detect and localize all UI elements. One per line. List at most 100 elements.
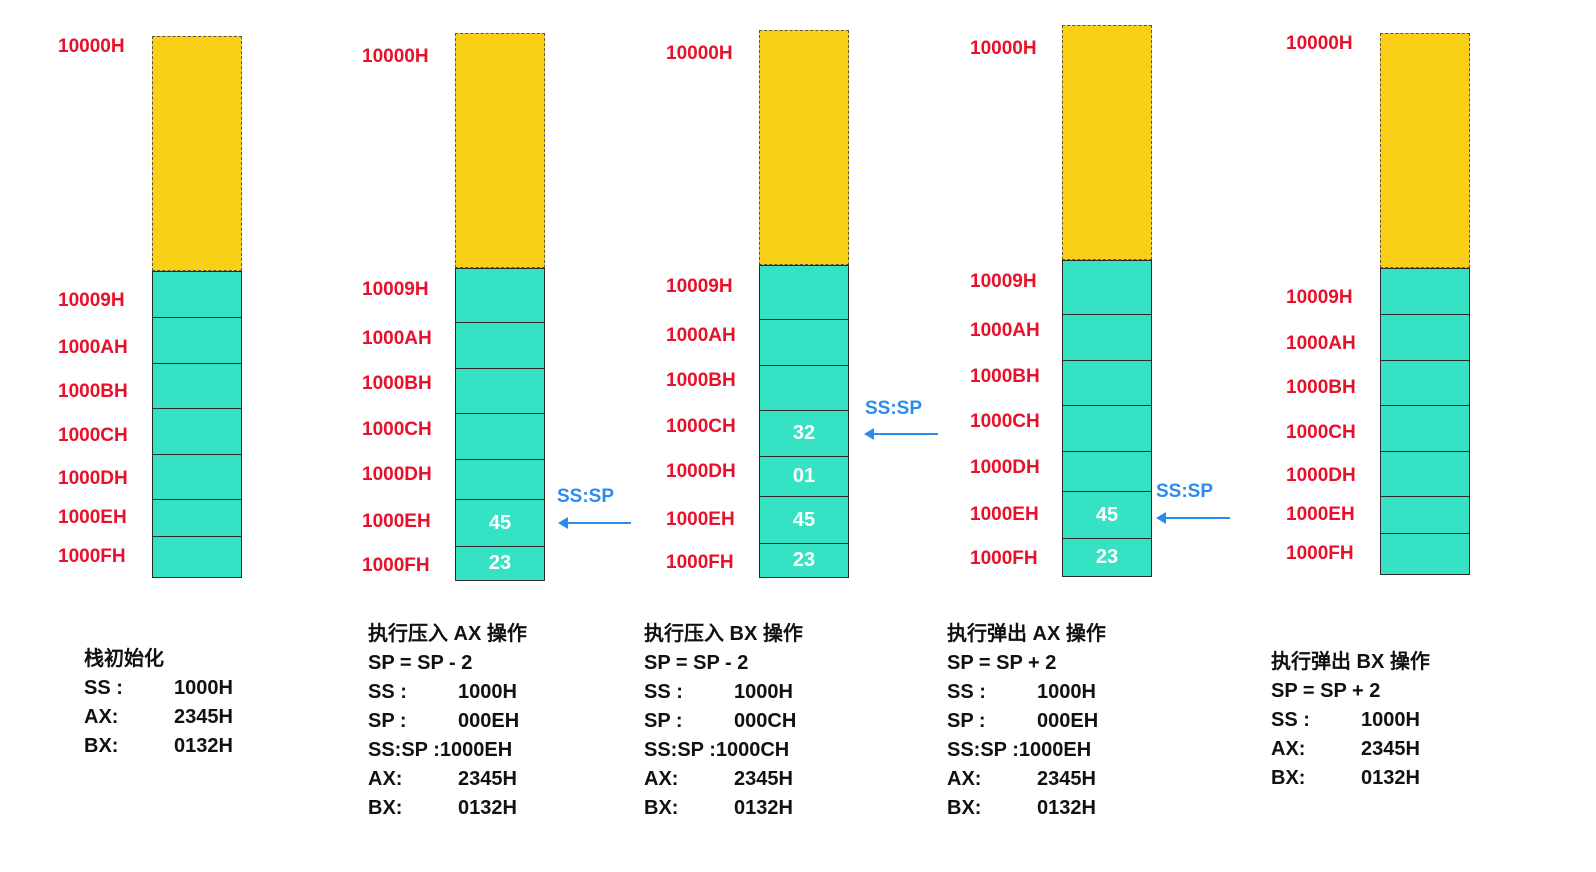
stack-cell: 23 (455, 546, 545, 581)
operation-info: 执行压入 AX 操作 SP = SP - 2 SS :1000H SP :000EH S… (368, 620, 527, 823)
address-label: 10009H (666, 276, 733, 297)
register-name: BX: (644, 797, 679, 819)
register-row: BX: 0132H (368, 794, 527, 823)
register-value: 1000H (458, 681, 517, 703)
register-row: BX: 0132H (644, 794, 803, 823)
register-row: SS : 1000H (947, 678, 1106, 707)
register-row: AX: 2345H (1271, 735, 1430, 764)
register-name: SP : (947, 710, 986, 732)
register-value: 0132H (734, 797, 793, 819)
address-label: 1000FH (362, 555, 430, 576)
register-name: AX: (1271, 738, 1306, 760)
register-row: AX: 2345H (368, 765, 527, 794)
stack-cell: 01 (759, 456, 849, 497)
stack-cell (1062, 405, 1152, 452)
register-row: AX: 2345H (84, 703, 233, 732)
ss-sp-pointer-label: SS:SP (1156, 481, 1214, 502)
stack-cell: 23 (759, 543, 849, 578)
address-label: 1000CH (1286, 422, 1356, 443)
stack-cell (152, 363, 242, 409)
register-name: AX: (368, 768, 403, 790)
left-arrow-icon (1156, 512, 1230, 524)
unused-stack-region (1062, 25, 1152, 260)
stack-cell (455, 413, 545, 460)
upper-address-label: 10000H (666, 43, 733, 64)
address-label: 1000EH (362, 511, 431, 532)
stack-cell: 32 (759, 410, 849, 457)
address-label: 1000FH (666, 552, 734, 573)
register-row: SS : 1000H (368, 678, 527, 707)
stack-cell (152, 271, 242, 318)
stack-cell (1380, 533, 1470, 575)
register-value: 0132H (174, 735, 233, 757)
register-name: AX: (84, 706, 119, 728)
unused-stack-region (455, 33, 545, 268)
address-label: 10009H (1286, 287, 1353, 308)
register-value: 0132H (1361, 767, 1420, 789)
address-label: 1000CH (970, 411, 1040, 432)
register-row: BX: 0132H (84, 732, 233, 761)
register-row: SS:SP :1000EH (368, 736, 527, 765)
register-value: 2345H (1037, 768, 1096, 790)
stack-cell (1380, 405, 1470, 452)
stack-cell: 45 (1062, 491, 1152, 539)
stack-cell (152, 317, 242, 364)
address-label: 1000AH (970, 320, 1040, 341)
address-label: 1000EH (970, 504, 1039, 525)
upper-address-label: 10000H (58, 36, 125, 57)
address-label: 1000FH (58, 546, 126, 567)
register-value: 1000H (734, 681, 793, 703)
register-value: 000CH (734, 710, 797, 732)
register-value: 1000EH (1018, 739, 1092, 761)
register-name: SS:SP : (368, 739, 440, 761)
operation-info: 执行弹出 BX 操作 SP = SP + 2 SS : 1000H AX: 2345H BX… (1271, 648, 1430, 793)
address-label: 1000DH (58, 468, 128, 489)
register-name: SS:SP : (947, 739, 1019, 761)
register-name: SS : (644, 681, 683, 703)
sp-formula: SP = SP + 2 (947, 652, 1057, 674)
address-label: 1000CH (362, 419, 432, 440)
register-row: AX: 2345H (644, 765, 803, 794)
address-label: 1000DH (362, 464, 432, 485)
upper-address-label: 10000H (362, 46, 429, 67)
address-label: 1000DH (1286, 465, 1356, 486)
stack-cell (455, 322, 545, 369)
register-value: 1000H (1361, 709, 1420, 731)
register-row: SP : 000CH (644, 707, 803, 736)
register-name: BX: (947, 797, 982, 819)
address-label: 10009H (58, 290, 125, 311)
operation-title: 栈初始化 (84, 648, 164, 670)
address-label: 1000AH (362, 328, 432, 349)
register-name: SS : (368, 681, 407, 703)
operation-info: 执行弹出 AX 操作 SP = SP + 2 SS :1000H SP :000EH S… (947, 620, 1106, 823)
register-name: SP : (644, 710, 683, 732)
sp-formula: SP = SP - 2 (644, 652, 749, 674)
register-row: SP : 000EH (947, 707, 1106, 736)
address-label: 1000BH (970, 366, 1040, 387)
stack-cell (152, 536, 242, 578)
address-label: 1000EH (1286, 504, 1355, 525)
stack-cell (759, 365, 849, 411)
register-value: 1000H (174, 677, 233, 699)
register-name: SS : (947, 681, 986, 703)
stack-cell (152, 408, 242, 455)
ss-sp-pointer-label: SS:SP (557, 486, 615, 507)
operation-title: 执行压入 BX 操作 (644, 623, 803, 645)
register-value: 2345H (734, 768, 793, 790)
stack-cell (1062, 360, 1152, 406)
address-label: 1000FH (1286, 543, 1354, 564)
register-value: 1000EH (439, 739, 513, 761)
operation-info: 执行压入 BX 操作 SP = SP - 2 SS :1000H SP :000CH S… (644, 620, 803, 823)
unused-stack-region (759, 30, 849, 265)
register-value: 000EH (1037, 710, 1099, 732)
address-label: 10009H (970, 271, 1037, 292)
register-row: SS : 1000H (1271, 706, 1430, 735)
stack-cell (1380, 314, 1470, 361)
address-label: 1000BH (362, 373, 432, 394)
address-label: 1000BH (58, 381, 128, 402)
register-name: AX: (947, 768, 982, 790)
register-row: SS:SP :1000EH (947, 736, 1106, 765)
register-name: SS:SP : (644, 739, 716, 761)
stack-cell (1062, 314, 1152, 361)
stack-cell (1380, 268, 1470, 315)
